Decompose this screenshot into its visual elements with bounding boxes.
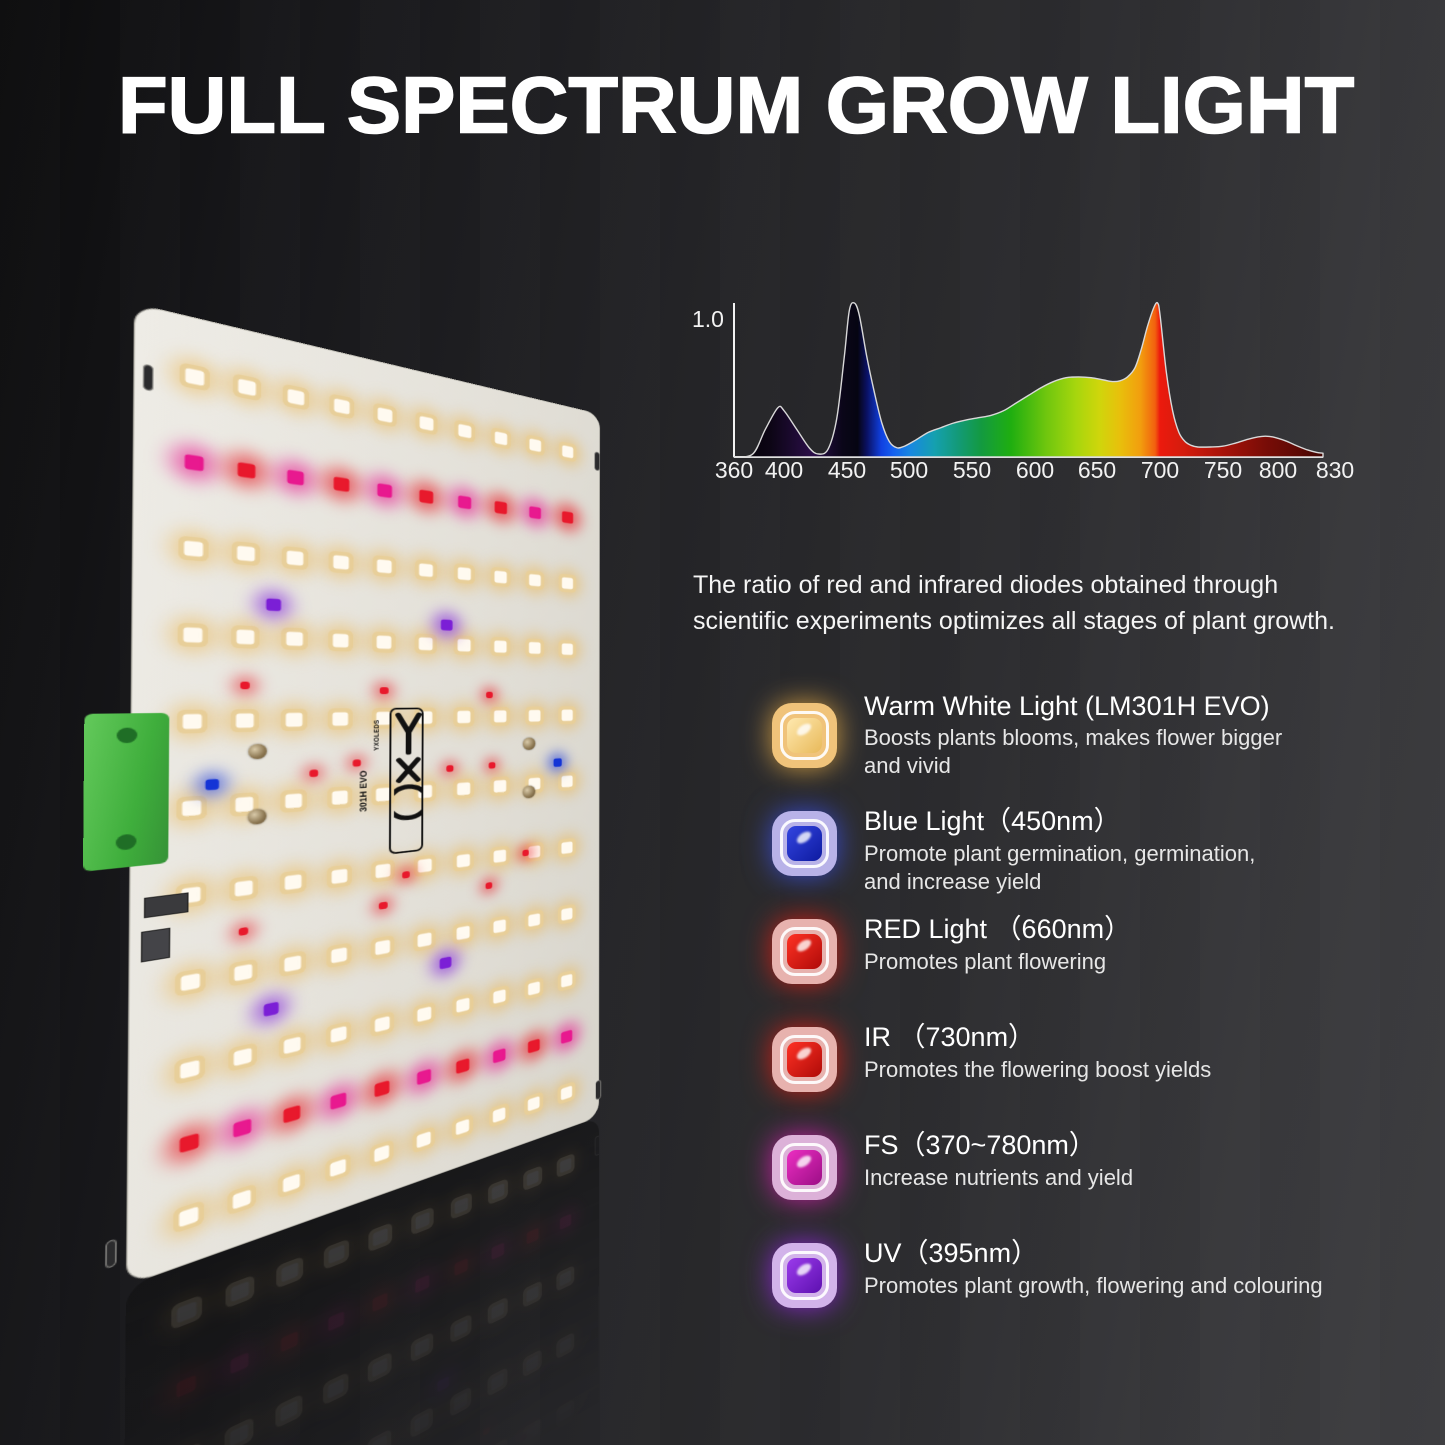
svg-text:450: 450 — [828, 457, 866, 483]
svg-text:360: 360 — [715, 457, 753, 483]
svg-text:1.0: 1.0 — [692, 306, 724, 332]
svg-text:750: 750 — [1204, 457, 1242, 483]
svg-text:830: 830 — [1316, 457, 1354, 483]
svg-text:800: 800 — [1259, 457, 1297, 483]
svg-text:550: 550 — [953, 457, 991, 483]
svg-text:400: 400 — [765, 457, 803, 483]
svg-text:650: 650 — [1078, 457, 1116, 483]
svg-text:700: 700 — [1141, 457, 1179, 483]
svg-text:600: 600 — [1016, 457, 1054, 483]
svg-text:500: 500 — [890, 457, 928, 483]
